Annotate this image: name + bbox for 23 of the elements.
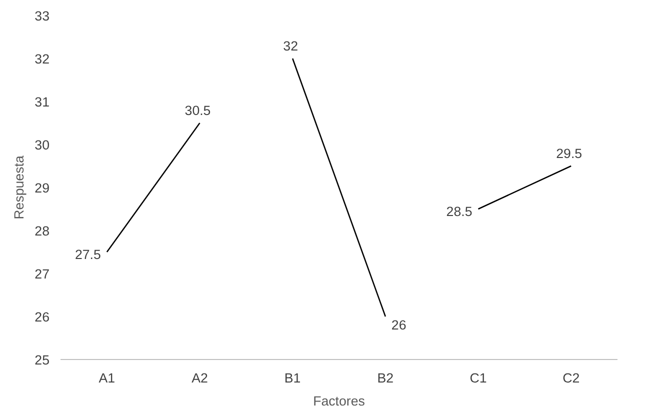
x-tick-label: B1 [284,370,301,386]
y-tick-label: 27 [34,266,50,282]
y-tick-label: 33 [34,8,50,24]
y-tick-label: 31 [34,94,50,110]
x-tick-label: B2 [377,370,394,386]
y-tick-label: 32 [34,52,50,66]
y-tick-label: 26 [34,310,50,324]
data-label: 29.5 [556,146,582,161]
y-tick-label: 25 [34,352,50,368]
data-label: 26 [391,318,406,332]
data-label: 28.5 [446,204,472,219]
data-label: 27.5 [74,247,101,262]
data-label: 30.5 [184,103,211,118]
x-axis-title: Factores [313,394,366,408]
data-label: 32 [283,38,298,54]
x-tick-label: A1 [98,370,116,386]
x-tick-label: C2 [562,370,580,386]
y-tick-label: 29 [34,180,50,196]
y-tick-label: 30 [34,138,50,152]
y-tick-label: 28 [34,224,50,238]
x-tick-label: A2 [192,370,208,386]
y-axis-title: Respuesta [12,155,27,220]
x-tick-label: C1 [470,370,487,386]
